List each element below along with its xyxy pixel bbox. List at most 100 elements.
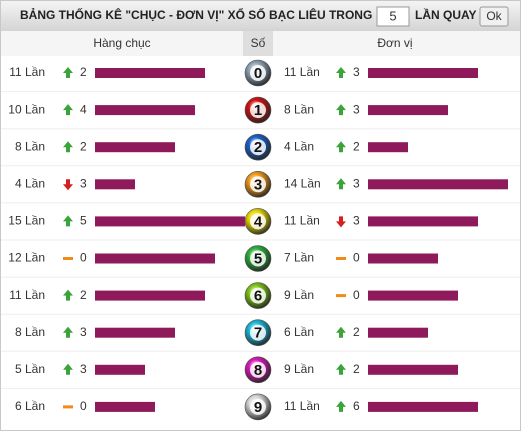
change-value: 2 [353,139,360,153]
count-label: 8 Lần [15,325,45,339]
digit: 2 [254,139,262,156]
digit: 7 [254,325,262,342]
count-label: 7 Lần [284,251,314,265]
digit-ball-face [250,287,266,304]
trend-up [63,363,73,375]
count-label: 12 Lần [8,251,45,265]
trend-down [63,179,73,191]
change-value: 3 [80,325,87,339]
count-bar [368,290,458,301]
count-label: 11 Lần [9,65,45,79]
trend-up [63,67,73,78]
count-label: 4 Lần [15,176,45,190]
digit-ball-face [250,102,266,119]
digit: 5 [254,250,262,267]
count-bar [95,142,175,153]
count-bar [368,68,478,78]
change-value: 2 [353,362,360,376]
digit: 0 [254,65,262,82]
trend-up [336,326,346,338]
count-label: 4 Lần [284,139,314,153]
ok-button[interactable] [479,6,509,27]
change-value: 5 [80,214,87,228]
change-value: 3 [353,65,360,79]
draws-input[interactable] [376,6,410,27]
change-value: 0 [80,251,87,265]
trend-up [336,400,346,412]
digit: 3 [254,176,262,193]
count-label: 5 Lần [15,362,45,376]
count-bar [368,216,478,227]
trend-flat [63,405,73,409]
trend-up [336,141,346,153]
count-bar [368,105,448,116]
change-value: 0 [353,288,360,302]
count-label: 10 Lần [8,102,45,116]
column-header: Hàng chục [93,36,150,50]
digit-ball-face [250,139,266,156]
count-label: 11 Lần [284,65,320,79]
change-value: 2 [80,139,87,153]
change-value: 0 [353,251,360,265]
change-value: 3 [353,214,360,228]
change-value: 3 [80,362,87,376]
count-label: 9 Lần [284,362,314,376]
change-value: 0 [80,399,87,413]
count-bar [95,253,215,264]
count-bar [95,401,155,412]
trend-up [336,178,346,190]
column-header: Số [251,36,266,50]
count-bar [95,68,205,78]
count-bar [368,327,428,338]
trend-flat [63,257,73,260]
digit: 8 [254,362,262,379]
digit-ball-face [250,398,266,415]
change-value: 2 [80,288,87,302]
count-label: 11 Lần [9,288,45,302]
digit-ball-face [250,361,266,378]
change-value: 3 [353,176,360,190]
change-value: 4 [80,102,87,116]
trend-up [336,104,346,116]
count-label: 8 Lần [15,139,45,153]
header-bar [1,1,520,31]
change-value: 2 [80,65,87,79]
digit-header-cell [243,31,273,56]
trend-up [336,67,346,78]
change-value: 3 [80,176,87,190]
count-label: 14 Lần [284,176,321,190]
trend-up [63,141,73,153]
count-label: 11 Lần [284,214,320,228]
draws-value[interactable]: 5 [389,8,396,23]
digit: 9 [254,399,262,416]
count-bar [368,142,408,153]
digit-ball-face [250,176,266,193]
count-bar [368,401,478,412]
trend-up [63,289,73,301]
trend-flat [336,257,346,260]
count-bar [95,290,205,301]
change-value: 2 [353,325,360,339]
count-bar [95,105,195,116]
count-label: 6 Lần [15,399,45,413]
change-value: 3 [353,102,360,116]
digit-ball-face [250,250,266,267]
count-bar [95,216,245,227]
count-bar [95,364,145,375]
digit-ball-face [250,324,266,341]
header-title: BẢNG THỐNG KÊ "CHỤC - ĐƠN VỊ" XỔ SỐ BẠC … [20,7,372,22]
count-bar [368,364,458,375]
trend-up [63,104,73,116]
count-label: 9 Lần [284,288,314,302]
trend-up [336,363,346,375]
trend-up [63,215,73,227]
count-label: 8 Lần [284,102,314,116]
digit: 4 [254,213,263,230]
digit-ball-face [250,213,266,230]
column-header: Đơn vị [377,36,412,50]
ok-button-label[interactable]: Ok [486,9,502,23]
count-bar [95,327,175,338]
digit: 6 [254,288,262,305]
count-label: 11 Lần [284,399,320,413]
